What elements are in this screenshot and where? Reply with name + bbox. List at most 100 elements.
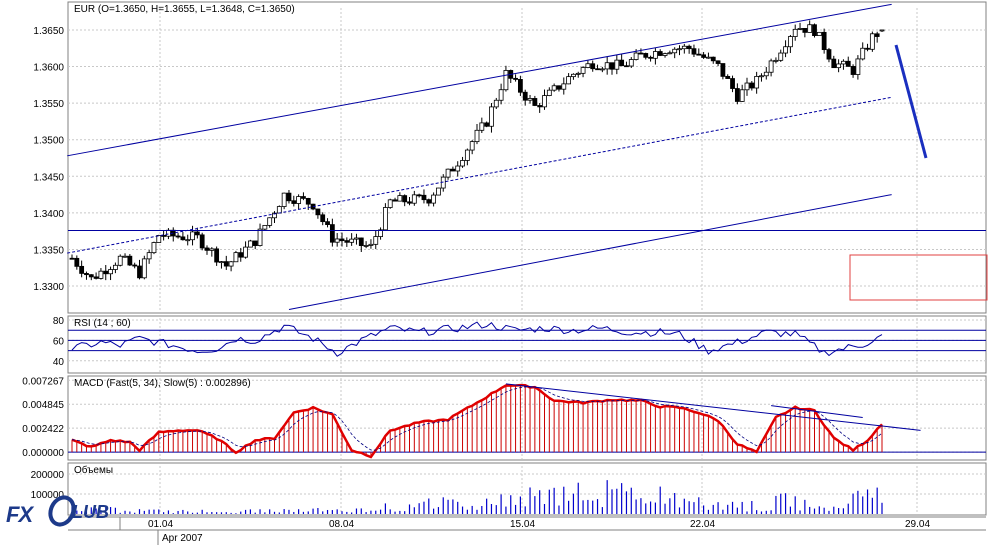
x-month-label: Apr 2007 <box>162 533 203 544</box>
candle-body <box>590 63 596 70</box>
candle-body <box>301 196 306 199</box>
candle-body <box>69 257 75 260</box>
candle-body <box>378 229 383 237</box>
candle-body <box>431 194 437 204</box>
candle-body <box>199 234 205 249</box>
candle-body <box>363 245 369 247</box>
candle-body <box>243 246 248 258</box>
candle-body <box>305 197 311 205</box>
candle-body <box>455 165 461 172</box>
price-panel <box>67 1 987 314</box>
candle-body <box>479 122 485 131</box>
candle-body <box>802 28 808 33</box>
y-tick-label: 1.3600 <box>33 63 64 74</box>
candle-body <box>214 248 220 263</box>
candle-body <box>556 85 562 90</box>
y-axis-labels: 1.3650 1.3600 1.3550 1.3500 1.3450 1.3400 1.33… <box>22 26 64 501</box>
candle-body <box>691 48 697 55</box>
volume-panel-label: Объемы <box>74 464 113 476</box>
candle-body <box>368 243 374 246</box>
channel-line <box>288 194 892 310</box>
candle-body <box>850 66 856 75</box>
macd-trend-line <box>771 405 863 419</box>
candle-body <box>624 65 629 68</box>
x-tick-label: 15.04 <box>510 519 535 530</box>
candle-body <box>826 49 832 60</box>
candle-body <box>392 199 398 202</box>
candle-body <box>604 62 610 70</box>
candle-body <box>286 192 292 202</box>
candle-body <box>233 252 239 263</box>
candle-body <box>464 149 470 161</box>
candle-body <box>180 236 186 241</box>
candle-body <box>219 261 224 264</box>
candle-body <box>860 47 866 60</box>
candle-body <box>778 52 784 61</box>
candle-body <box>484 122 490 127</box>
y-tick-label: 80 <box>53 316 65 327</box>
candle-body <box>662 53 668 56</box>
candle-body <box>792 28 798 37</box>
candle-body <box>633 52 639 60</box>
candle-body <box>787 36 793 48</box>
y-tick-label: 1.3650 <box>33 26 64 37</box>
candle-body <box>763 71 769 77</box>
candle-body <box>474 129 480 143</box>
price-panel-label: EUR (O=1.3650, H=1.3655, L=1.3648, C=1.3… <box>74 4 295 15</box>
macd-panel <box>67 375 987 461</box>
rsi-series <box>68 321 986 357</box>
rsi-panel-label: RSI (14 ; 60) <box>74 318 131 329</box>
candle-body <box>334 238 340 243</box>
rsi-panel <box>67 315 987 374</box>
candle-body <box>122 255 128 258</box>
candle-body <box>638 52 644 55</box>
candle-body <box>281 192 287 207</box>
y-tick-label: 40 <box>53 357 65 368</box>
candle-body <box>223 261 229 267</box>
target-box <box>849 254 988 301</box>
candle-body <box>238 252 244 258</box>
grid <box>68 8 986 514</box>
candle-body <box>276 206 282 214</box>
candle-body <box>397 195 403 202</box>
channel-line <box>67 3 892 157</box>
candle-body <box>686 45 692 50</box>
candle-body <box>527 98 533 101</box>
candle-body <box>329 224 335 243</box>
candle-body <box>98 270 104 279</box>
candle-body <box>595 68 600 71</box>
candle-body <box>194 231 200 236</box>
candle-body <box>532 98 538 106</box>
candle-body <box>93 276 99 279</box>
candle-body <box>643 53 649 58</box>
candle-body <box>84 273 89 276</box>
candle-body <box>609 62 615 70</box>
candle-body <box>387 199 393 208</box>
candle-body <box>836 63 842 69</box>
candle-body <box>402 195 408 203</box>
candle-body <box>325 221 330 225</box>
candle-body <box>344 240 350 243</box>
candle-body <box>489 106 494 127</box>
candle-body <box>812 24 817 36</box>
forecast-line <box>894 44 928 159</box>
candle-body <box>349 238 355 243</box>
candle-body <box>156 235 162 243</box>
candle-body <box>166 229 171 237</box>
price-candles <box>69 20 885 281</box>
candle-body <box>797 28 803 30</box>
candle-body <box>228 261 234 267</box>
rsi-line <box>71 321 883 357</box>
candle-body <box>407 201 412 204</box>
candle-body <box>247 240 253 248</box>
y-tick-label: 1.3500 <box>33 136 64 147</box>
candle-body <box>566 76 572 85</box>
candle-body <box>185 239 191 242</box>
fxclub-logo: FX LUB <box>6 495 109 527</box>
candle-body <box>421 194 427 201</box>
candle-body <box>730 78 735 89</box>
candle-body <box>498 89 504 101</box>
candle-body <box>734 88 740 102</box>
candle-body <box>291 200 297 204</box>
